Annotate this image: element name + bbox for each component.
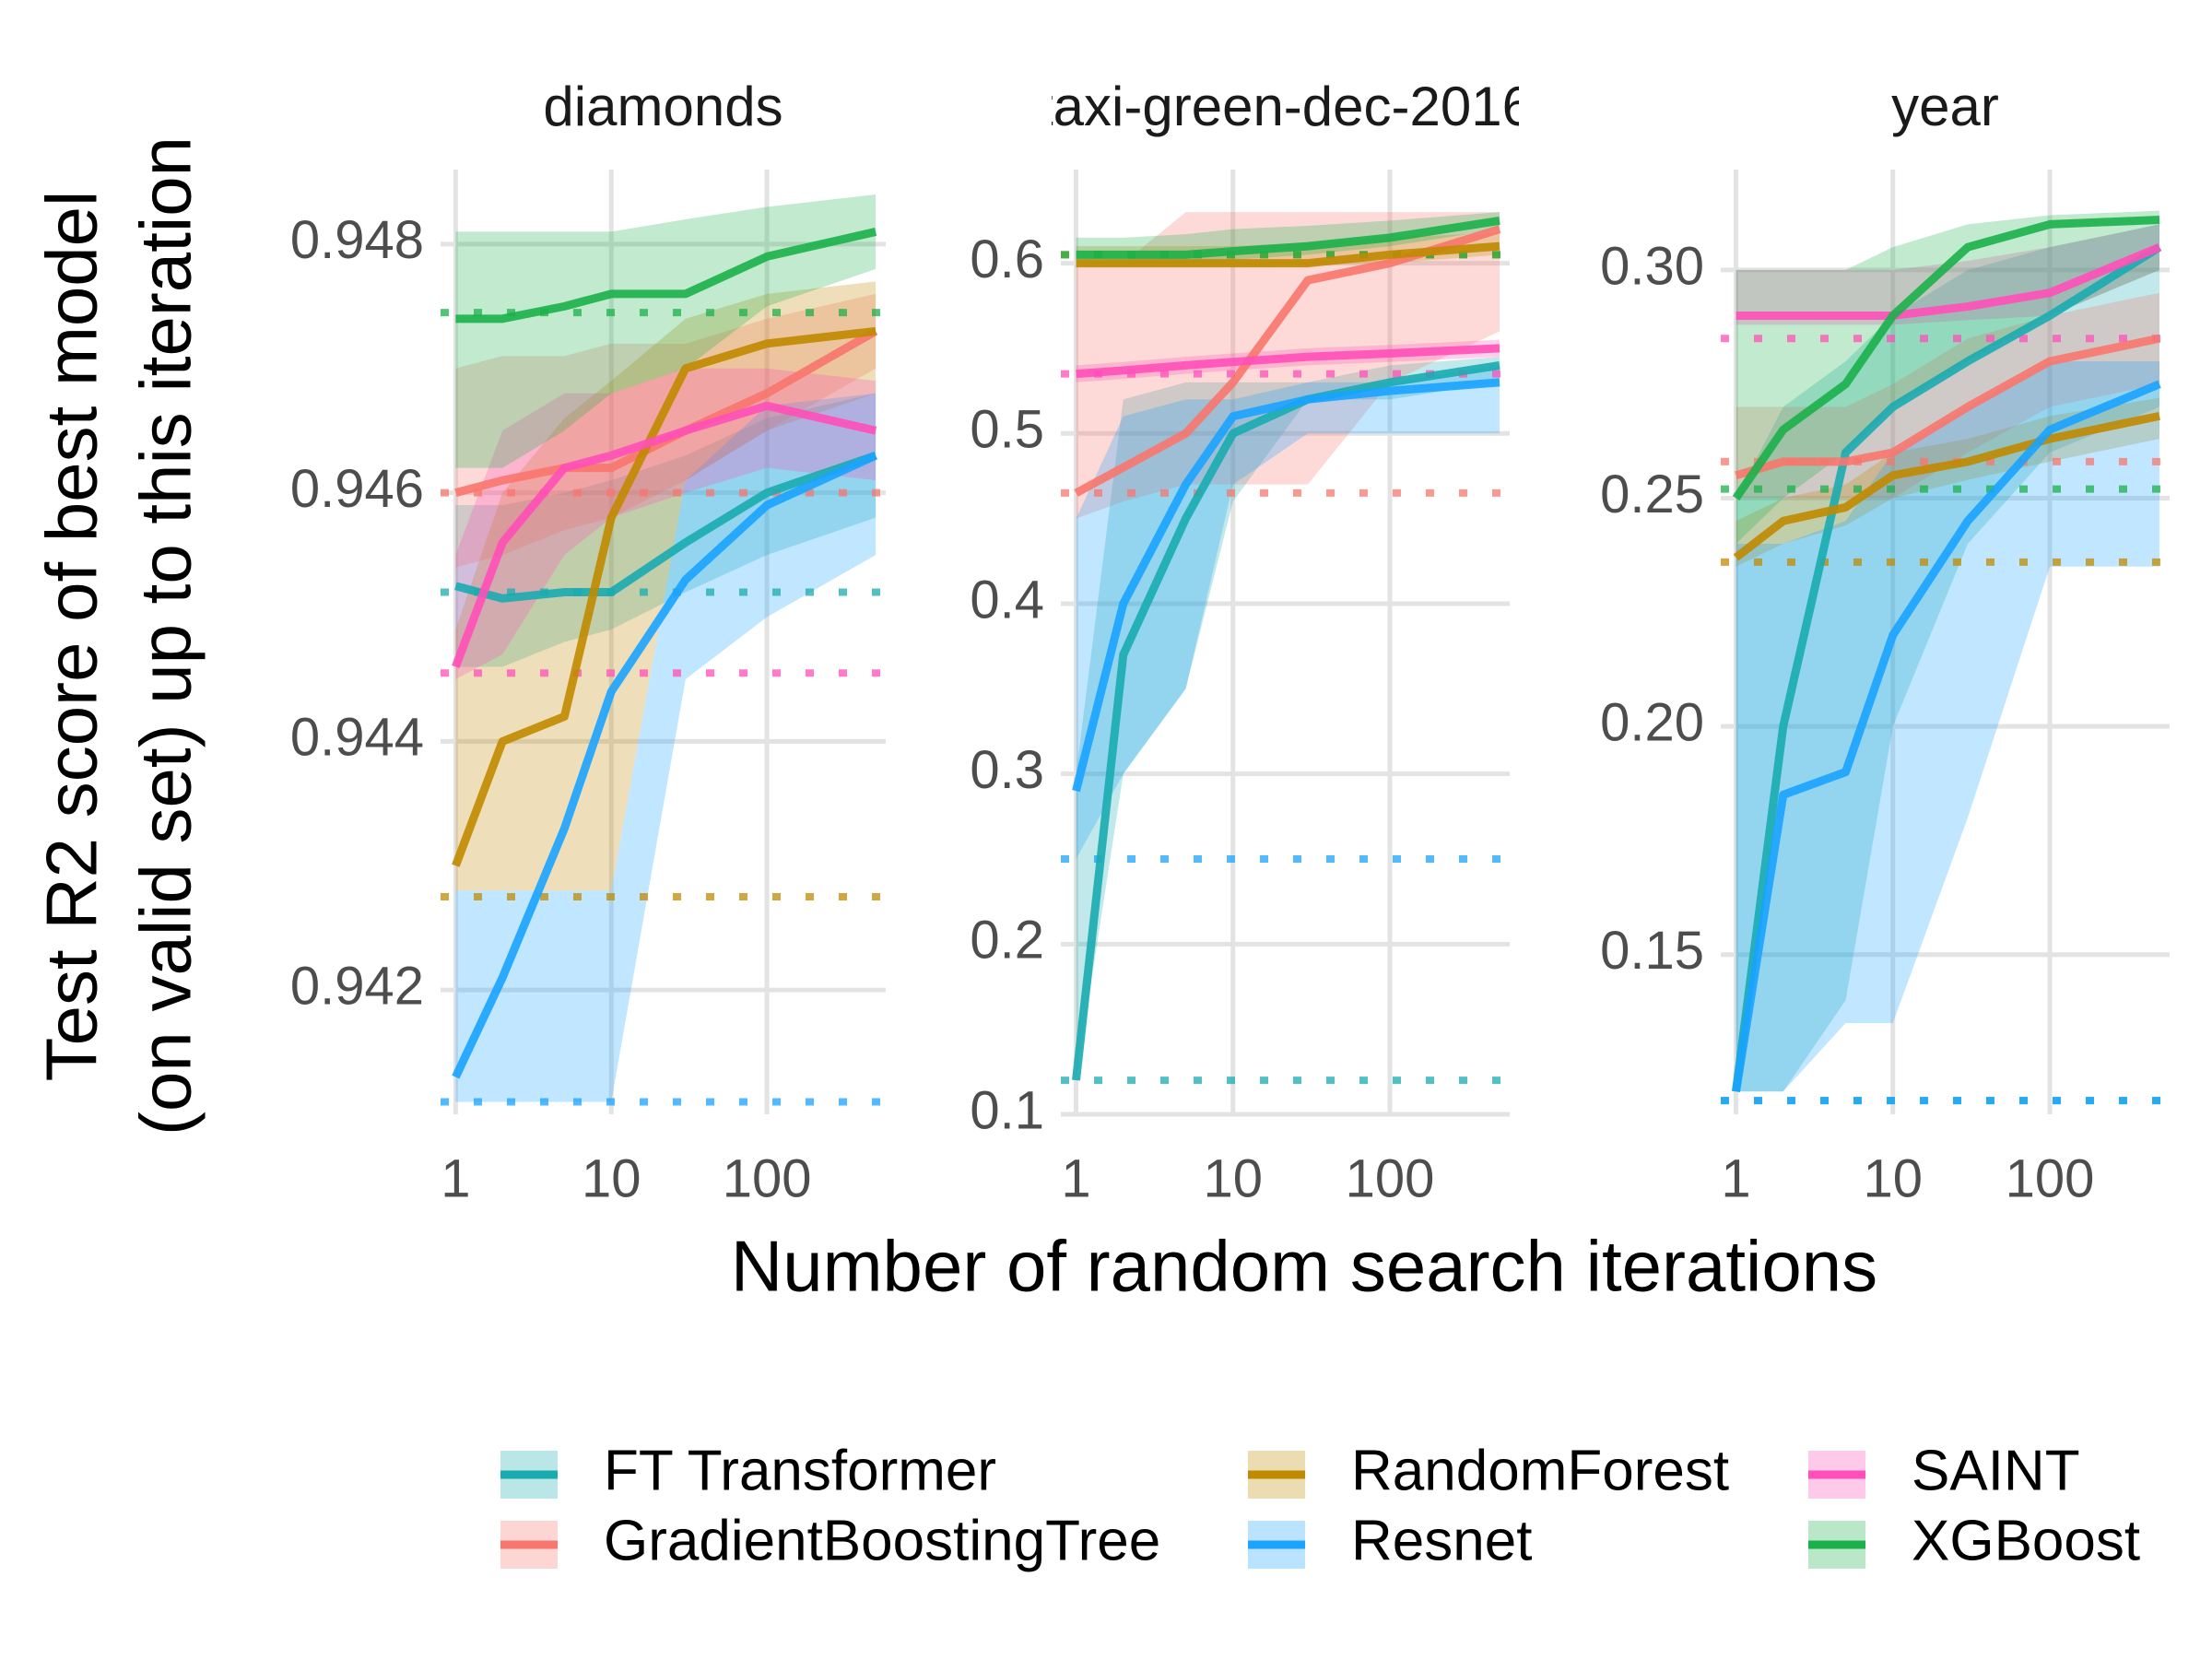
y-tick-label: 0.30 xyxy=(1600,236,1704,296)
legend-label: XGBoost xyxy=(1912,1509,2140,1572)
x-tick-label: 1 xyxy=(441,1148,470,1208)
y-tick-label: 0.2 xyxy=(970,911,1044,971)
plot-area xyxy=(1061,212,1510,1085)
series-line xyxy=(1733,411,2160,561)
panel: 0.15 0.20 0.25 0.30 1 10 100 year xyxy=(1600,76,2170,1208)
y-tick-label: 0.948 xyxy=(290,210,424,270)
y-axis-label: Test R2 score of best model (on valid se… xyxy=(31,136,206,1135)
series-line xyxy=(1735,334,2160,480)
confidence-band xyxy=(455,293,877,568)
series-line xyxy=(1072,360,1500,1081)
y-tick-label: 0.15 xyxy=(1600,921,1704,981)
y-tick-label: 0.946 xyxy=(290,459,424,519)
y-tick-label: 0.944 xyxy=(290,708,424,768)
legend-label: Resnet xyxy=(1351,1509,1532,1572)
confidence-band xyxy=(1076,212,1500,264)
y-tick-label: 0.1 xyxy=(970,1080,1044,1140)
panel-title: year xyxy=(1891,76,1999,137)
series-line xyxy=(1732,380,2161,1092)
y-tick-label: 0.20 xyxy=(1600,692,1704,752)
legend-label: RandomForest xyxy=(1351,1439,1729,1502)
plot-area xyxy=(441,194,886,1106)
confidence-band xyxy=(455,393,877,1102)
panel: 0.942 0.944 0.946 0.948 1 10 100 diamonds xyxy=(290,76,886,1208)
y-axis-label-line: (on valid set) up to this iteration xyxy=(125,136,206,1135)
confidence-band xyxy=(1735,292,2160,499)
x-tick-label: 10 xyxy=(1204,1148,1264,1208)
x-tick-label: 100 xyxy=(723,1148,812,1208)
confidence-band xyxy=(1735,224,2160,325)
panel-title: taxi-green-dec-2016 xyxy=(1038,76,1533,137)
series-line xyxy=(1732,215,2160,501)
x-tick-label: 100 xyxy=(1346,1148,1435,1208)
confidence-band xyxy=(455,393,877,667)
series-line xyxy=(1076,241,1500,268)
y-tick-label: 0.942 xyxy=(290,956,424,1016)
confidence-band xyxy=(1735,360,2160,1092)
x-tick-label: 10 xyxy=(582,1148,641,1208)
legend-label: GradientBoostingTree xyxy=(604,1509,1160,1572)
series-line xyxy=(1074,225,1501,497)
y-axis-label-line: Test R2 score of best model xyxy=(31,191,112,1082)
x-tick-label: 100 xyxy=(2006,1148,2095,1208)
confidence-band xyxy=(455,194,877,468)
x-tick-label: 1 xyxy=(1721,1148,1750,1208)
y-tick-label: 0.6 xyxy=(970,229,1044,289)
y-tick-label: 0.5 xyxy=(970,400,1044,460)
panel-title: diamonds xyxy=(543,76,782,137)
series-line xyxy=(454,451,877,603)
legend: FT Transformer GradientBoostingTree Random… xyxy=(500,1439,2140,1572)
legend-label: FT Transformer xyxy=(604,1439,996,1502)
confidence-band xyxy=(1076,212,1500,519)
series-line xyxy=(454,327,878,498)
confidence-band xyxy=(455,368,877,679)
x-tick-label: 10 xyxy=(1864,1148,1924,1208)
series-line xyxy=(1732,243,2162,1092)
plot-area xyxy=(1721,210,2170,1105)
x-tick-label: 1 xyxy=(1061,1148,1090,1208)
series-line xyxy=(1076,344,1500,379)
x-axis-label: Number of random search iterations xyxy=(731,1226,1877,1307)
confidence-band xyxy=(455,281,877,891)
series-line xyxy=(455,228,877,324)
series-line xyxy=(452,401,877,669)
y-tick-label: 0.25 xyxy=(1600,465,1704,524)
series-line xyxy=(452,452,877,1079)
y-tick-label: 0.3 xyxy=(970,740,1044,800)
panel: 0.1 0.2 0.3 0.4 0.5 0.6 1 10 100 taxi-green-dec-2… xyxy=(970,76,1533,1208)
confidence-band xyxy=(1076,357,1500,1081)
series-line xyxy=(1072,378,1500,793)
y-tick-label: 0.4 xyxy=(970,570,1044,629)
series-line xyxy=(452,326,877,867)
legend-label: SAINT xyxy=(1912,1439,2080,1502)
series-line xyxy=(1076,216,1500,259)
